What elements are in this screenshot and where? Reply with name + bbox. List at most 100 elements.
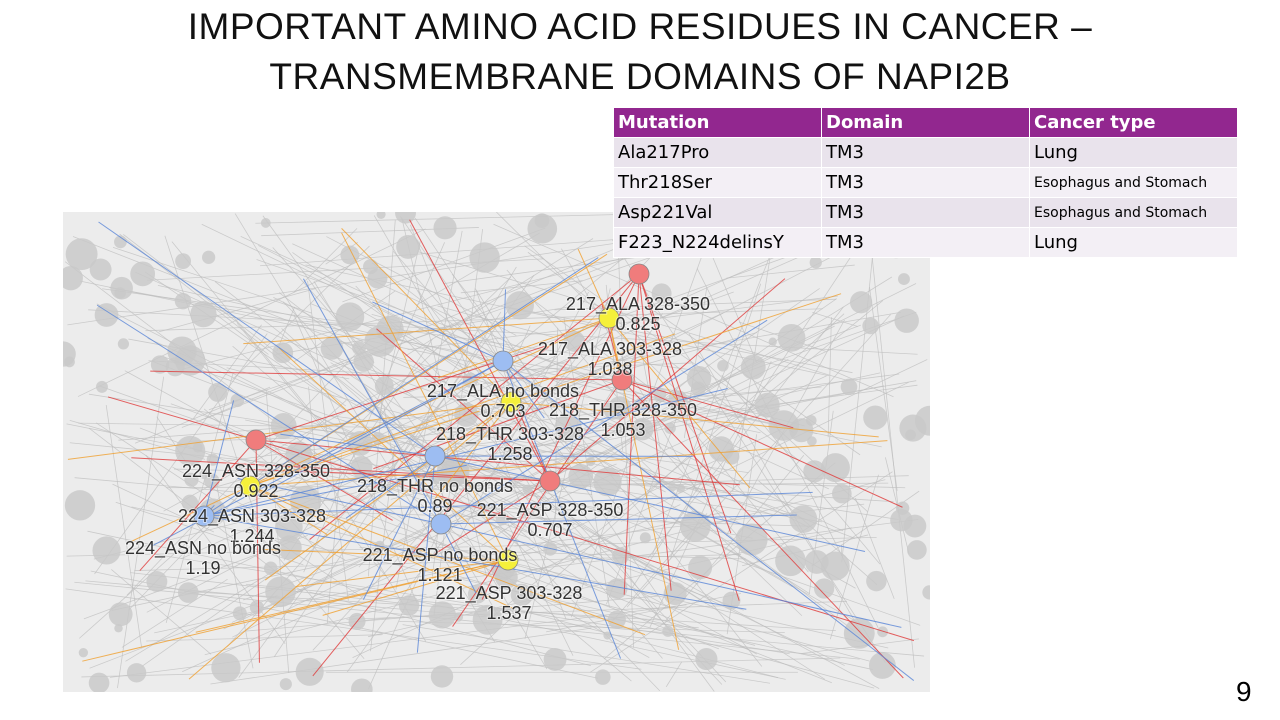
cell: TM3 [821, 227, 1030, 258]
background-edge [665, 661, 683, 688]
background-edge [282, 301, 661, 692]
table-header: Mutation Domain Cancer type [613, 107, 1238, 138]
highlight-edge [203, 400, 235, 517]
background-edge [88, 309, 918, 355]
background-node [201, 250, 216, 264]
highlight-edge [82, 559, 509, 662]
highlight-edge [510, 401, 879, 438]
highlight-edge [249, 485, 514, 609]
background-node [430, 665, 454, 688]
background-node [789, 418, 814, 443]
background-edge [589, 471, 893, 673]
background-node [406, 545, 422, 562]
background-edge [527, 251, 800, 462]
background-node [679, 511, 711, 542]
background-edge [126, 338, 371, 596]
highlight-edge [376, 328, 551, 482]
background-edge [652, 249, 773, 555]
background-edge [491, 300, 884, 618]
background-edge [654, 310, 861, 456]
highlight-edge [264, 401, 512, 581]
node-value: 1.053 [600, 420, 645, 440]
node [239, 475, 261, 497]
background-edge [667, 400, 809, 573]
background-node [272, 342, 294, 364]
background-node [775, 545, 806, 577]
background-node [260, 218, 271, 228]
background-node [211, 653, 241, 683]
background-node [862, 317, 879, 335]
background-edge [67, 242, 618, 326]
node [497, 549, 519, 571]
background-node [527, 213, 558, 244]
background-edge [854, 497, 895, 600]
background-node [803, 460, 826, 483]
background-edge [77, 228, 426, 397]
background-node [64, 490, 96, 521]
node-value: 0.703 [480, 401, 525, 421]
background-edge [561, 248, 698, 493]
background-edge [294, 283, 917, 593]
background-edge [112, 246, 312, 314]
background-node [395, 212, 416, 224]
background-edge [154, 553, 790, 655]
highlight-edge [262, 548, 509, 561]
background-edge [260, 509, 811, 527]
background-node [78, 647, 89, 658]
background-edge [85, 580, 925, 657]
background-edge [631, 253, 854, 589]
highlight-edge [255, 439, 260, 663]
background-edge [527, 612, 779, 679]
background-edge [742, 534, 869, 567]
table-row: Asp221Val TM3 Esophagus and Stomach [613, 197, 1238, 228]
background-edge [460, 313, 845, 665]
highlight-edge [345, 455, 436, 519]
background-edge [111, 569, 212, 655]
header-cell: Domain [821, 107, 1030, 138]
background-edge [170, 403, 744, 611]
node [424, 445, 446, 467]
background-node [126, 663, 147, 683]
background-node [374, 376, 394, 396]
node-label: 221_ASP 303-328 [436, 583, 583, 604]
background-edge [90, 570, 599, 679]
background-edge [109, 604, 687, 678]
background-node [820, 551, 850, 581]
cell: Esophagus and Stomach [1029, 197, 1238, 228]
background-node [595, 669, 611, 685]
highlight-edge [373, 379, 623, 470]
background-node [608, 396, 632, 420]
highlight-edge [434, 455, 866, 552]
background-node [63, 265, 83, 291]
highlight-edge [237, 478, 442, 525]
background-edge [829, 474, 879, 640]
background-node [398, 595, 420, 616]
background-edge [165, 372, 234, 623]
background-node [146, 571, 168, 592]
background-node [396, 234, 421, 259]
background-edge [303, 242, 445, 573]
background-node [664, 422, 676, 434]
node-label: 217_ALA 303-328 [538, 339, 682, 360]
cell: Ala217Pro [613, 137, 822, 168]
background-node [717, 360, 729, 372]
background-edge [511, 562, 889, 649]
background-node [894, 308, 919, 333]
background-edge [812, 312, 858, 327]
background-edge [342, 443, 419, 509]
background-edge [721, 374, 881, 565]
background-node [554, 413, 581, 440]
background-node [663, 582, 687, 606]
background-edge [117, 376, 165, 689]
background-node [899, 414, 927, 442]
background-edge [794, 324, 861, 351]
background-edge [121, 578, 228, 648]
background-edge [496, 212, 682, 396]
background-node [821, 453, 850, 483]
background-edge [146, 634, 383, 642]
background-edge [342, 227, 546, 303]
node-value: 1.19 [185, 558, 220, 578]
highlight-edge [621, 379, 903, 508]
background-node [320, 337, 344, 360]
background-node [363, 259, 379, 275]
